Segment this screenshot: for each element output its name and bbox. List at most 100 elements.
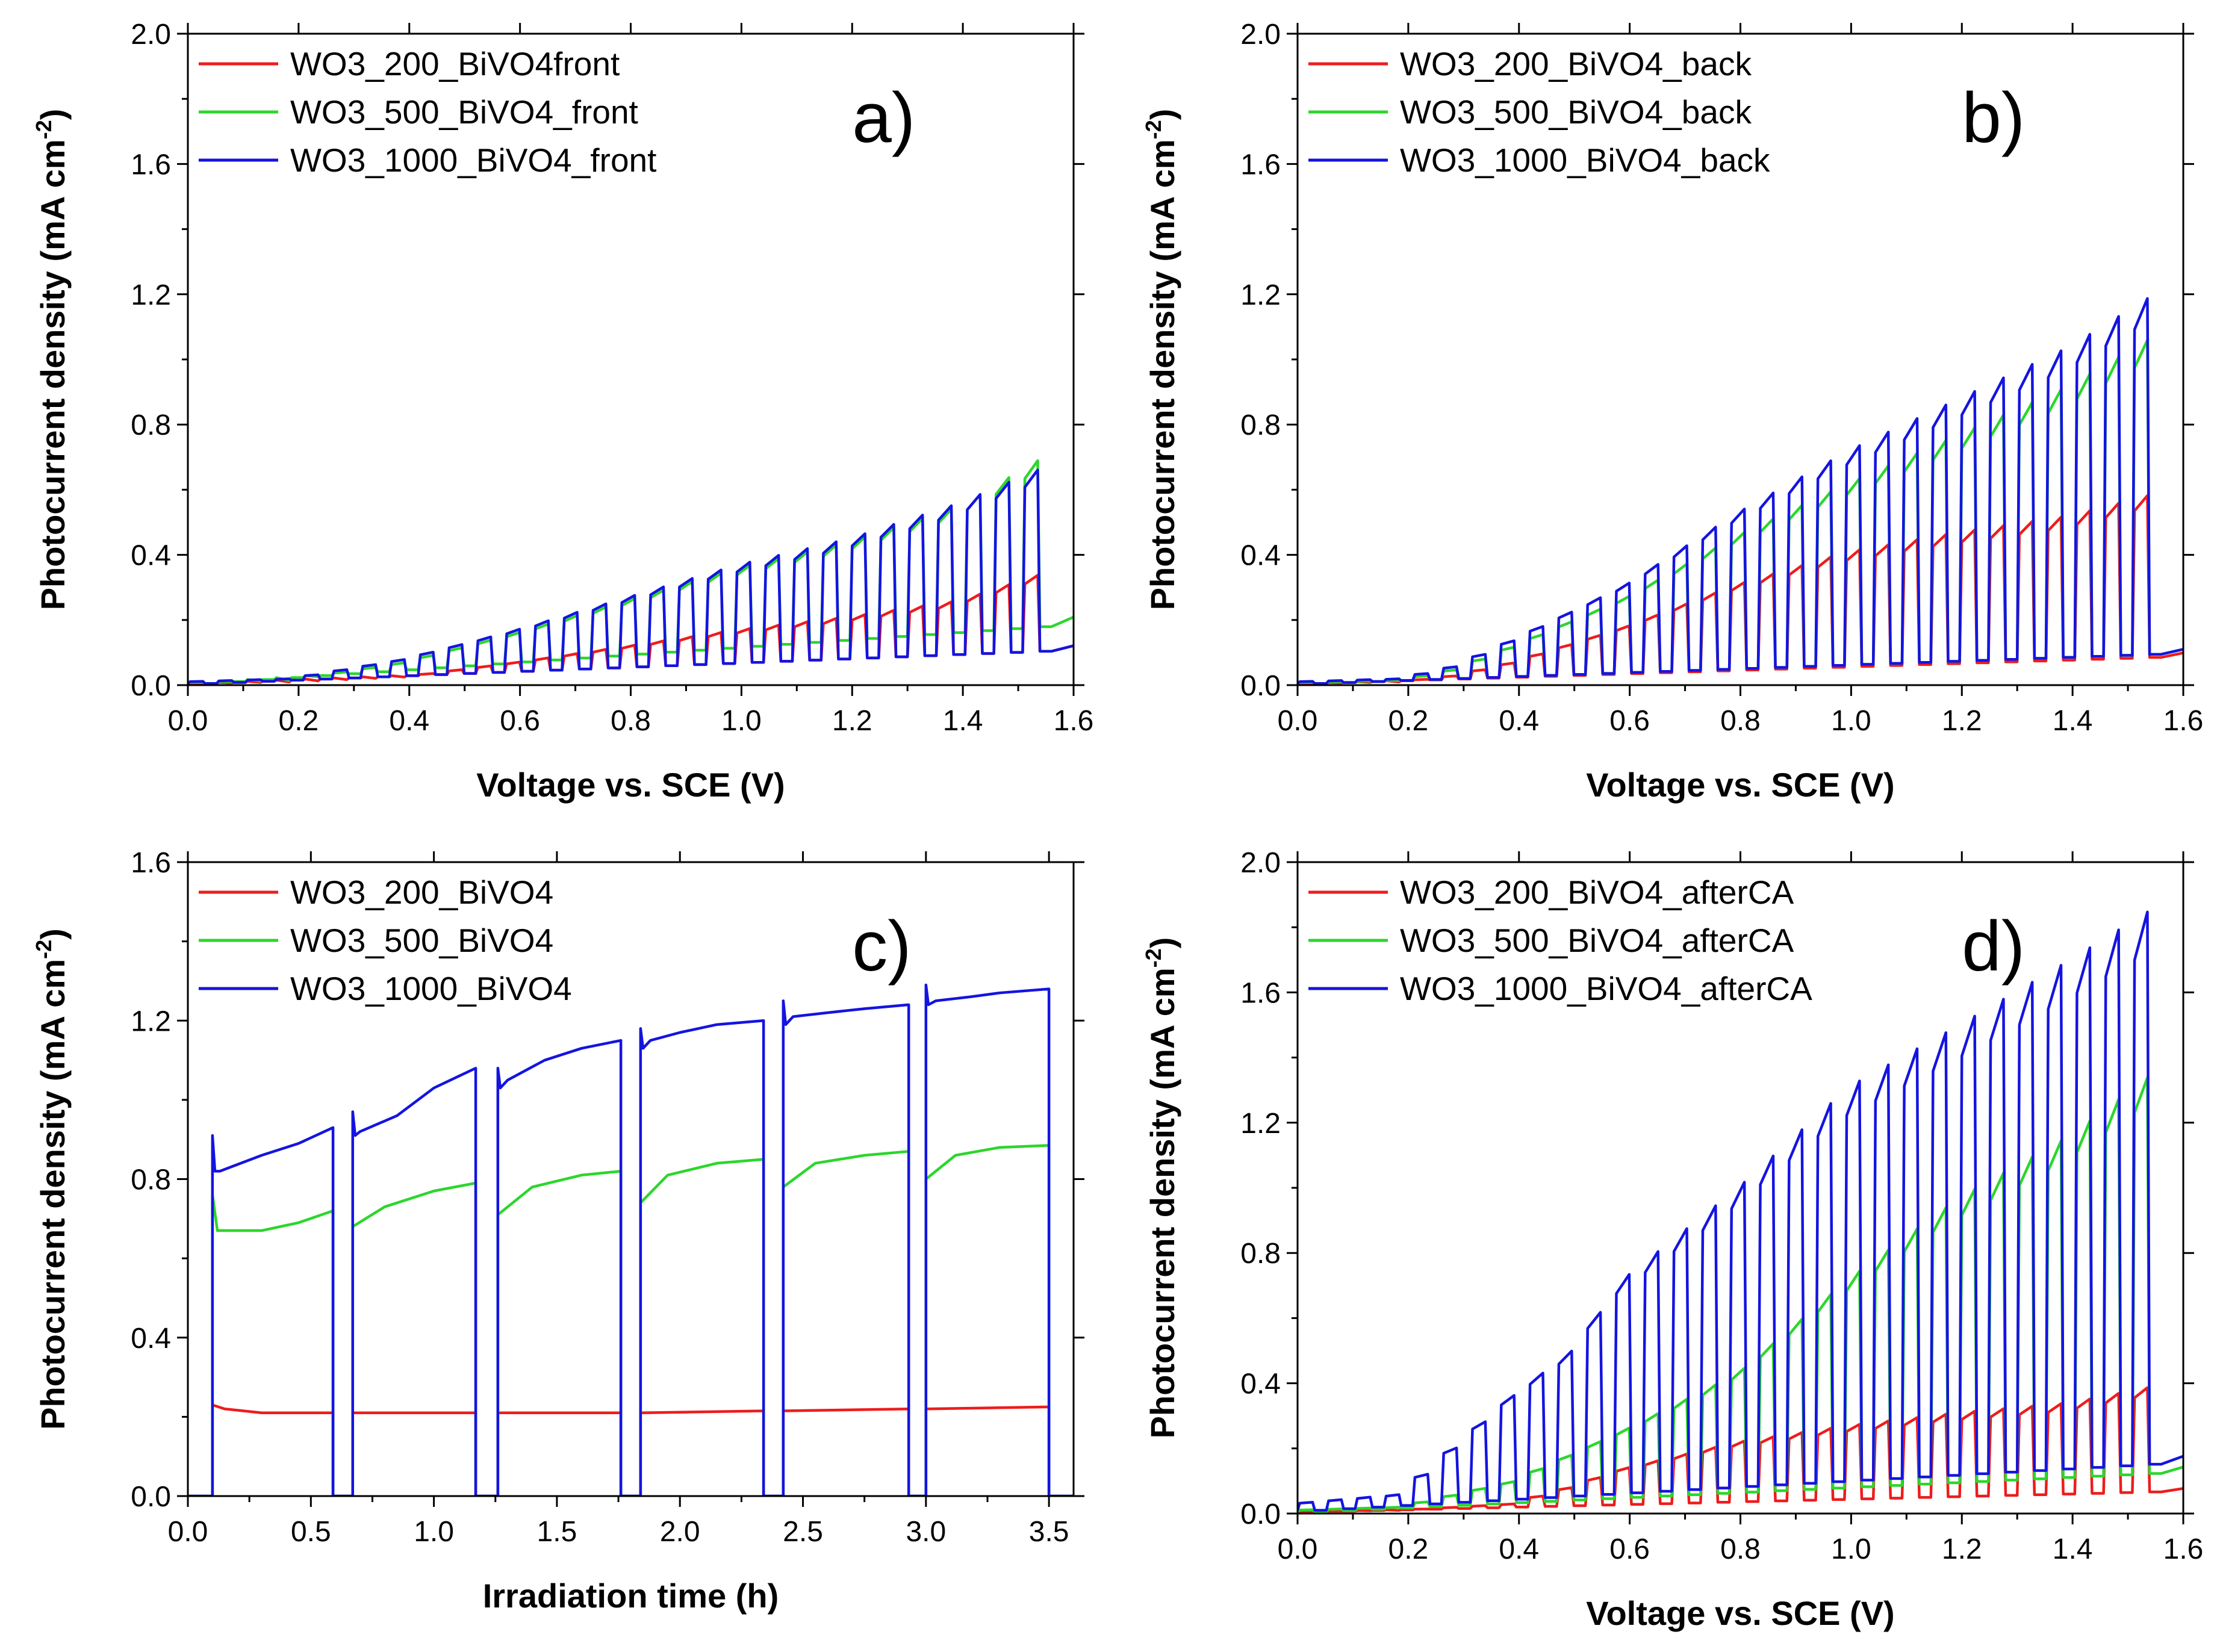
x-tick-label: 0.5 [291,1516,331,1548]
panel-label: c) [852,907,911,986]
y-tick-label: 0.4 [1240,1368,1281,1400]
series-line-green [188,459,1074,685]
y-tick-label: 0.8 [1240,409,1281,441]
panel-label: b) [1962,78,2025,158]
y-tick-label: 0.4 [131,1323,171,1355]
x-axis-title: Voltage vs. SCE (V) [1586,1594,1894,1632]
panel-d: 0.0 0.2 0.4 0.6 0.8 1.0 1.2 1.4 1.6 0.0 0.4 0.8 1.2 1… [1141,847,2203,1632]
y-tick-label: 0.8 [131,1164,171,1196]
legend-label: WO3_200_BiVO4_back [1400,45,1752,82]
x-tick-label: 1.5 [537,1516,577,1548]
legend-label: WO3_200_BiVO4front [290,45,620,82]
y-tick-label: 0.4 [1240,540,1281,572]
x-tick-label: 1.6 [2163,705,2204,737]
panel-a: 0.0 0.2 0.4 0.6 0.8 1.0 1.2 1.4 1.6 0.0 0.4 0.8 1.2 1… [31,19,1093,804]
series-line-red [188,574,1074,685]
y-axis-title: Photocurrent density (mA cm-2) [31,109,72,610]
x-tick-label: 0.0 [168,705,208,737]
plot-area [1298,297,2183,685]
x-tick-label: 0.0 [168,1516,208,1548]
x-tick-label: 0.2 [1388,705,1429,737]
series-line-green [1298,1076,2183,1514]
x-tick-label: 1.4 [2053,705,2093,737]
y-tick-label: 1.6 [1240,149,1281,181]
y-tick-label: 2.0 [1240,847,1281,879]
x-tick-label: 3.5 [1029,1516,1069,1548]
y-axis-title: Photocurrent density (mA cm-2) [1141,109,1181,610]
series-line-blue [188,983,1074,1496]
x-tick-label: 1.0 [1831,1533,1871,1565]
y-tick-label: 1.2 [1240,1108,1281,1140]
x-tick-label: 0.0 [1278,1533,1318,1565]
series-line-blue [188,468,1074,685]
series-line-green [188,1144,1074,1496]
x-tick-label: 1.6 [1054,705,1094,737]
legend-label: WO3_1000_BiVO4_afterCA [1400,970,1812,1007]
x-axis-title: Voltage vs. SCE (V) [476,766,785,804]
x-tick-label: 0.6 [500,705,540,737]
x-tick-label: 2.0 [660,1516,700,1548]
x-tick-label: 1.2 [1942,1533,1982,1565]
x-tick-label: 2.5 [783,1516,823,1548]
y-axis-title: Photocurrent density (mA cm-2) [31,928,72,1430]
x-tick-label: 0.2 [1388,1533,1429,1565]
x-tick-label: 1.0 [1831,705,1871,737]
y-axis-title: Photocurrent density (mA cm-2) [1141,937,1181,1439]
x-tick-label: 1.2 [1942,705,1982,737]
y-tick-label: 1.6 [1240,977,1281,1009]
y-tick-label: 2.0 [131,19,171,51]
legend-label: WO3_500_BiVO4_back [1400,93,1752,131]
series-line-red [188,1403,1074,1496]
x-tick-label: 0.6 [1609,705,1650,737]
x-tick-label: 1.0 [721,705,762,737]
x-tick-label: 1.4 [2053,1533,2093,1565]
legend-label: WO3_500_BiVO4_front [290,93,638,131]
plot-area [1298,910,2183,1514]
y-tick-label: 0.4 [131,540,171,572]
y-tick-label: 0.8 [1240,1238,1281,1270]
x-tick-label: 3.0 [906,1516,946,1548]
series-line-blue [1298,910,2183,1512]
x-tick-label: 0.8 [611,705,651,737]
x-tick-label: 0.4 [1499,1533,1539,1565]
legend-label: WO3_1000_BiVO4_front [290,141,656,179]
x-axis-title: Voltage vs. SCE (V) [1586,766,1894,804]
y-tick-label: 1.2 [131,279,171,311]
panel-c: 0.0 0.5 1.0 1.5 2.0 2.5 3.0 3.5 0.0 0.4 0.8 1.2 1.6 I… [31,847,1084,1615]
x-tick-label: 0.0 [1278,705,1318,737]
y-tick-label: 0.0 [131,670,171,702]
y-tick-label: 0.0 [1240,1498,1281,1530]
x-tick-label: 0.6 [1609,1533,1650,1565]
plot-frame [187,33,1075,686]
y-tick-label: 0.0 [131,1481,171,1513]
legend-label: WO3_200_BiVO4 [290,874,553,911]
y-tick-label: 0.8 [131,409,171,441]
panel-label: d) [1962,907,2025,986]
x-tick-label: 0.8 [1720,705,1761,737]
legend-label: WO3_500_BiVO4_afterCA [1400,922,1794,959]
x-axis-title: Irradiation time (h) [483,1577,779,1615]
x-tick-label: 0.2 [279,705,319,737]
y-tick-label: 0.0 [1240,670,1281,702]
y-tick-label: 1.2 [1240,279,1281,311]
x-tick-label: 0.4 [1499,705,1539,737]
plot-area [188,459,1074,685]
x-tick-label: 1.2 [832,705,872,737]
y-tick-label: 2.0 [1240,19,1281,51]
legend-label: WO3_1000_BiVO4_back [1400,141,1770,179]
y-tick-label: 1.2 [131,1005,171,1037]
legend-label: WO3_1000_BiVO4 [290,970,572,1007]
x-tick-label: 0.4 [389,705,429,737]
x-tick-label: 1.6 [2163,1533,2204,1565]
legend-label: WO3_500_BiVO4 [290,922,553,959]
x-tick-label: 1.0 [414,1516,454,1548]
panel-label: a) [852,78,915,158]
y-tick-label: 1.6 [131,847,171,879]
y-tick-label: 1.6 [131,149,171,181]
x-tick-label: 0.8 [1720,1533,1761,1565]
panel-b: 0.0 0.2 0.4 0.6 0.8 1.0 1.2 1.4 1.6 0.0 0.4 0.8 1.2 1… [1141,19,2203,804]
plot-frame [1296,33,2184,686]
legend-label: WO3_200_BiVO4_afterCA [1400,874,1794,911]
series-line-red [1298,494,2183,685]
